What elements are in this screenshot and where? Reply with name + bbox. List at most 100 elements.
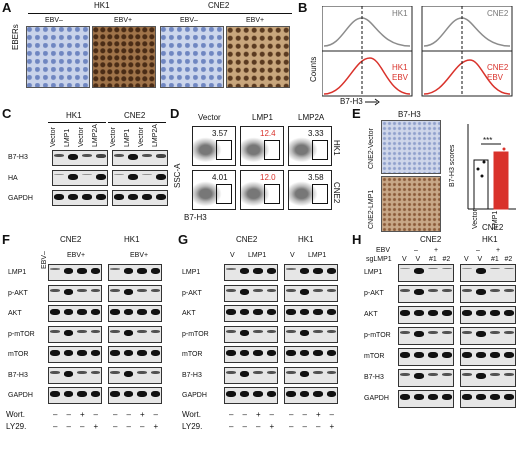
h-r7-g2-band-1 (462, 394, 472, 400)
e-cat-1: Vector (472, 209, 479, 229)
b-bottom-label-2b: EBV (487, 73, 504, 82)
g-treat-2-2: – (242, 422, 247, 431)
c-r1-g1-band-1 (54, 154, 64, 157)
h-r6-g2-band-1 (462, 373, 472, 376)
a-image-hk1-ebv-neg (26, 26, 90, 88)
e-img-label-2: CNE2-LMP1 (368, 189, 375, 229)
g-r7-g1-band-4 (266, 391, 276, 397)
f-treat-1-6: – (126, 410, 131, 419)
h-r4-g1-band-3 (428, 331, 438, 334)
h-sg-val-6: V (477, 256, 483, 263)
d-plot-r2-c3 (288, 170, 332, 210)
f-r3-g2-band-1 (110, 309, 120, 315)
f-r3-g2-band-3 (137, 309, 147, 315)
h-sg-label: sgLMP1 (366, 256, 392, 263)
f-group-1: CNE2 (60, 235, 82, 244)
f-blot-r6-g1 (48, 366, 102, 384)
g-blot-r6-g2 (284, 366, 338, 384)
h-r3-g2-band-4 (504, 310, 514, 316)
h-r1-g1-band-1 (400, 268, 410, 269)
c-row-1: B7-H3 (8, 154, 28, 161)
g-group-1: CNE2 (236, 235, 258, 244)
g-r6-g2-band-4 (326, 370, 336, 374)
d-gate-r1-c2 (264, 140, 280, 160)
h-r2-g2-band-3 (490, 289, 500, 292)
h-r2-g1-band-1 (400, 289, 410, 292)
f-r6-g2-band-1 (110, 370, 120, 374)
h-r3-g1-band-1 (400, 310, 410, 316)
f-treat-2-4: + (93, 422, 99, 431)
g-r4-g2-band-4 (326, 329, 336, 333)
f-treat-label-2: LY29. (6, 422, 27, 431)
f-r5-g1-band-3 (77, 350, 87, 356)
g-r1-g2-band-1 (286, 268, 296, 270)
h-ebv-label: EBV (376, 247, 391, 254)
c-r1-g1-band-2 (68, 154, 78, 160)
h-ebv-val-1: – (414, 247, 418, 254)
f-r2-g1-band-3 (77, 288, 87, 292)
h-row-5: mTOR (364, 353, 385, 360)
f-r4-g1-band-3 (77, 329, 87, 333)
g-r5-g2-band-2 (299, 350, 309, 356)
d-row-2: CNE2 (332, 182, 341, 204)
h-row-1: LMP1 (364, 269, 383, 276)
h-ebv-val-3: – (476, 247, 480, 254)
g-row-1: LMP1 (182, 269, 201, 276)
g-treat-2-5: – (289, 422, 294, 431)
f-r5-g1-band-2 (63, 350, 73, 356)
g-r4-g2-band-1 (286, 329, 296, 333)
b-top-label-1: HK1 (392, 9, 408, 18)
c-r3-g2-band-3 (142, 194, 152, 200)
h-r3-g1-band-4 (442, 310, 452, 316)
panel-label-c: C (2, 106, 12, 121)
h-sg-val-3: #1 (429, 256, 437, 263)
f-r3-g1-band-4 (90, 309, 100, 315)
f-row-4: p-mTOR (8, 330, 35, 338)
f-r1-g2-band-2 (123, 268, 133, 274)
h-blot-r3-g1 (398, 306, 454, 324)
h-blot-r2-g1 (398, 285, 454, 303)
f-r6-g1-band-4 (90, 370, 100, 374)
h-group-2: HK1 (482, 235, 498, 244)
g-treat-2-6: – (302, 422, 307, 431)
f-blot-r3-g2 (108, 305, 162, 322)
g-blot-r4-g2 (284, 325, 338, 343)
f-row-7: GAPDH (8, 392, 33, 399)
g-blot-r2-g2 (284, 284, 338, 302)
h-sg-val-2: V (415, 256, 421, 263)
g-v-1: V (230, 252, 235, 259)
h-sg-val-4: #2 (442, 256, 451, 263)
d-value-r2-c3: 3.58 (308, 173, 324, 182)
c-r2-g2-band-1 (114, 174, 124, 175)
g-r2-g1-band-4 (266, 288, 276, 292)
d-row-1: HK1 (332, 140, 341, 156)
f-treat-2-8: + (153, 422, 159, 431)
a-image-cne2-ebv-neg (160, 26, 224, 88)
h-r5-g2-band-1 (462, 352, 472, 358)
g-treat-1-4: – (269, 410, 274, 419)
g-r4-g1-band-1 (226, 329, 236, 333)
b-top-label-2: CNE2 (487, 9, 509, 18)
c-r3-g1-band-3 (82, 194, 92, 200)
g-treat-2-1: – (229, 422, 234, 431)
g-r5-g1-band-3 (253, 350, 263, 356)
c-lane-3: Vector (78, 127, 85, 147)
f-sub-ebvpos-1: EBV+ (67, 252, 86, 259)
g-treat-label-1: Wort. (182, 410, 201, 419)
f-r1-g2-band-3 (137, 268, 147, 274)
g-r7-g1-band-3 (253, 391, 263, 397)
f-blot-r1-g2 (108, 264, 162, 281)
g-treat-1-1: – (229, 410, 234, 419)
f-row-6: B7-H3 (8, 371, 28, 379)
g-blot-r5-g2 (284, 346, 338, 363)
g-sub-2: LMP1 (308, 252, 327, 259)
panel-label-g: G (178, 232, 189, 247)
f-blot-r2-g2 (108, 284, 162, 302)
f-r1-g2-band-1 (110, 268, 120, 270)
f-r7-g2-band-4 (150, 391, 160, 397)
f-treat-1-7: + (140, 410, 145, 419)
f-row-3: AKT (8, 310, 22, 317)
e-y-label: B7-H3 scores (449, 144, 456, 187)
h-r6-g2-band-2 (476, 373, 486, 379)
f-group-2: HK1 (124, 235, 140, 244)
